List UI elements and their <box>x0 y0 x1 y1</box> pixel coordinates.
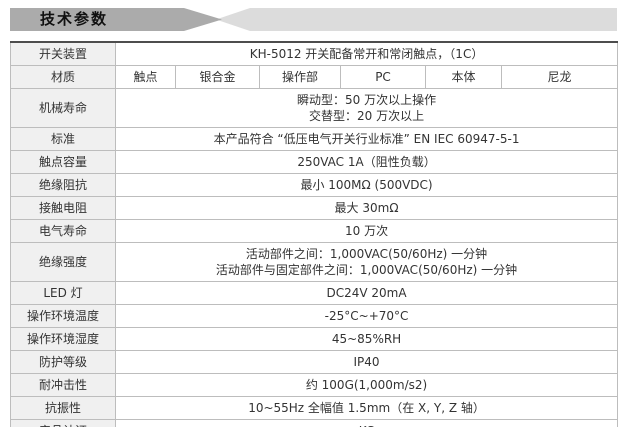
row-insulation-resistance: 绝缘阻抗 最小 100MΩ (500VDC) <box>10 173 619 197</box>
spec-value: 本产品符合 “低压电气开关行业标准” EN IEC 60947-5-1 <box>114 127 619 151</box>
spec-label: 触点容量 <box>10 150 116 174</box>
row-protection-rating: 防护等级 IP40 <box>10 350 619 374</box>
spec-value-line: 活动部件之间：1,000VAC(50/60Hz) 一分钟 <box>245 247 488 261</box>
row-material: 材质 触点 银合金 操作部 PC 本体 尼龙 <box>10 65 619 89</box>
row-electrical-life: 电气寿命 10 万次 <box>10 219 619 243</box>
spec-value-line: 瞬动型：50 万次以上操作 <box>296 93 437 107</box>
spec-value: -25°C~+70°C <box>114 304 619 328</box>
section-title: 技术参数 <box>40 10 109 28</box>
spec-value: 银合金 <box>175 65 260 89</box>
spec-value: KC <box>114 419 619 427</box>
section-header-banner: 技术参数 <box>10 8 617 31</box>
spec-value-line: 活动部件与固定部件之间：1,000VAC(50/60Hz) 一分钟 <box>215 263 518 277</box>
spec-value: 250VAC 1A（阻性负载） <box>114 150 619 174</box>
spec-label: 防护等级 <box>10 350 116 374</box>
spec-label: 开关装置 <box>10 41 116 66</box>
row-operating-temperature: 操作环境温度 -25°C~+70°C <box>10 304 619 328</box>
spec-value: KH-5012 开关配备常开和常闭触点，（1C） <box>114 41 619 66</box>
row-dielectric-strength: 绝缘强度 活动部件之间：1,000VAC(50/60Hz) 一分钟 活动部件与固… <box>10 242 619 282</box>
spec-label: 机械寿命 <box>10 88 116 128</box>
spec-value: 10 万次 <box>114 219 619 243</box>
row-switch-device: 开关装置 KH-5012 开关配备常开和常闭触点，（1C） <box>10 41 619 66</box>
spec-value: 10~55Hz 全幅值 1.5mm（在 X, Y, Z 轴） <box>114 396 619 420</box>
row-led: LED 灯 DC24V 20mA <box>10 281 619 305</box>
spec-value: DC24V 20mA <box>114 281 619 305</box>
spec-value: 操作部 <box>259 65 341 89</box>
spec-label: 标准 <box>10 127 116 151</box>
spec-value: 本体 <box>425 65 502 89</box>
banner-ribbon-light <box>216 8 617 31</box>
spec-label: LED 灯 <box>10 281 116 305</box>
spec-label: 抗振性 <box>10 396 116 420</box>
spec-label: 接触电阻 <box>10 196 116 220</box>
row-vibration-resistance: 抗振性 10~55Hz 全幅值 1.5mm（在 X, Y, Z 轴） <box>10 396 619 420</box>
spec-label: 材质 <box>10 65 116 89</box>
spec-value: 尼龙 <box>500 65 619 89</box>
spec-value-line: 交替型：20 万次以上 <box>308 109 425 123</box>
spec-label: 操作环境湿度 <box>10 327 116 351</box>
spec-table: 开关装置 KH-5012 开关配备常开和常闭触点，（1C） 材质 触点 银合金 … <box>10 41 619 427</box>
row-standard: 标准 本产品符合 “低压电气开关行业标准” EN IEC 60947-5-1 <box>10 127 619 151</box>
spec-value: PC <box>340 65 426 89</box>
row-shock-resistance: 耐冲击性 约 100G(1,000m/s2) <box>10 373 619 397</box>
row-contact-rating: 触点容量 250VAC 1A（阻性负载） <box>10 150 619 174</box>
spec-value: 45~85%RH <box>114 327 619 351</box>
spec-value: 最大 30mΩ <box>114 196 619 220</box>
spec-value: 最小 100MΩ (500VDC) <box>114 173 619 197</box>
spec-label: 绝缘阻抗 <box>10 173 116 197</box>
row-contact-resistance: 接触电阻 最大 30mΩ <box>10 196 619 220</box>
row-operating-humidity: 操作环境湿度 45~85%RH <box>10 327 619 351</box>
spec-label: 电气寿命 <box>10 219 116 243</box>
spec-value: 触点 <box>115 65 176 89</box>
spec-value: 活动部件之间：1,000VAC(50/60Hz) 一分钟 活动部件与固定部件之间… <box>114 242 619 282</box>
spec-value: IP40 <box>114 350 619 374</box>
spec-label: 耐冲击性 <box>10 373 116 397</box>
spec-label: 绝缘强度 <box>10 242 116 282</box>
spec-value: 约 100G(1,000m/s2) <box>114 373 619 397</box>
row-mechanical-life: 机械寿命 瞬动型：50 万次以上操作 交替型：20 万次以上 <box>10 88 619 128</box>
spec-label: 操作环境温度 <box>10 304 116 328</box>
spec-label: 产品认证 <box>10 419 116 427</box>
banner-ribbon-dark <box>10 8 222 31</box>
spec-value: 瞬动型：50 万次以上操作 交替型：20 万次以上 <box>114 88 619 128</box>
row-certification: 产品认证 KC <box>10 419 619 427</box>
